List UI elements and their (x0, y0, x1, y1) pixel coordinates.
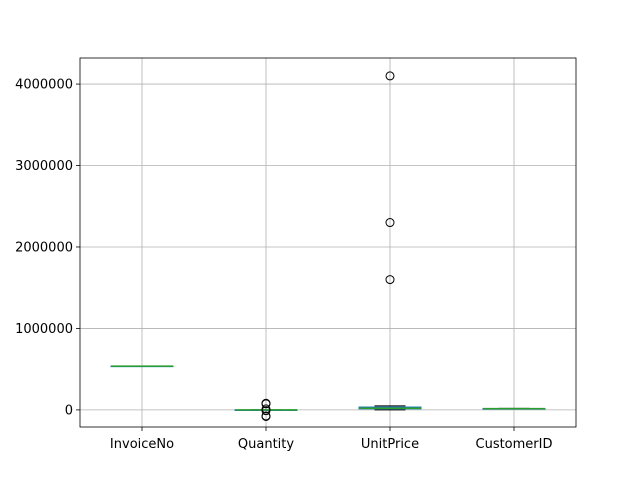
outlier-point (261, 404, 271, 414)
y-tick-label: 1000000 (15, 322, 73, 337)
plot-area-frame (79, 57, 577, 428)
outlier-point (385, 275, 395, 285)
y-tick-label: 4000000 (15, 78, 73, 93)
outlier-point (385, 218, 395, 228)
box-layer (110, 365, 546, 411)
x-tick-label: UnitPrice (361, 437, 419, 452)
x-tick-label: CustomerID (476, 437, 553, 452)
y-tick-label: 3000000 (15, 159, 73, 174)
y-tick-label: 2000000 (15, 240, 73, 255)
x-tick-label: InvoiceNo (110, 437, 174, 452)
outlier-layer (261, 71, 395, 421)
outlier-point (261, 411, 271, 421)
outlier-point (385, 71, 395, 81)
outlier-point (261, 398, 271, 408)
y-tick-label: 0 (65, 403, 73, 418)
tick-layer: InvoiceNo Quantity UnitPrice CustomerID 0 100… (15, 78, 552, 452)
x-tick-label: Quantity (238, 437, 294, 452)
grid-layer (80, 58, 576, 427)
